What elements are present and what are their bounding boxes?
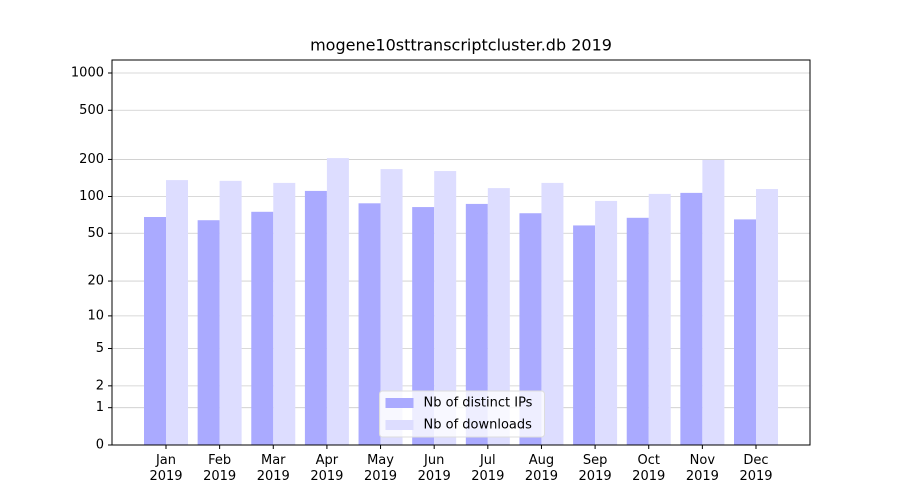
bar — [680, 192, 703, 445]
bar — [434, 171, 457, 445]
bar — [573, 225, 596, 445]
bar — [465, 203, 488, 445]
bar — [166, 180, 188, 445]
y-tick-label: 100 — [79, 189, 104, 204]
x-tick-label: Aug 2019 — [524, 453, 558, 484]
bar — [734, 219, 756, 445]
plot-frame — [111, 59, 811, 446]
bar — [219, 180, 242, 445]
x-tick-label: Nov 2019 — [685, 453, 719, 484]
bar — [595, 200, 618, 445]
x-tick-label: Mar 2019 — [256, 453, 290, 484]
y-tick-label: 10 — [87, 308, 104, 323]
legend: Nb of distinct IPs Nb of downloads — [379, 390, 545, 438]
bar — [756, 189, 778, 445]
y-tick-label: 1 — [96, 400, 104, 415]
x-tick-label: Dec 2019 — [739, 453, 773, 484]
x-tick-label: Apr 2019 — [310, 453, 344, 484]
x-tick-label: Sep 2019 — [578, 453, 612, 484]
bar — [326, 158, 349, 445]
x-tick-label: Jan 2019 — [149, 453, 183, 484]
y-tick-label: 50 — [87, 226, 104, 241]
bar — [304, 190, 327, 445]
x-tick-label: Jul 2019 — [471, 453, 505, 484]
bar — [487, 188, 510, 445]
legend-swatch — [385, 398, 414, 408]
bar — [541, 182, 564, 446]
bar — [197, 220, 220, 445]
bar — [702, 159, 725, 445]
y-tick-label: 500 — [79, 103, 104, 118]
bar — [412, 207, 435, 445]
bar — [648, 193, 671, 445]
y-tick-label: 5 — [96, 341, 104, 356]
legend-box — [379, 390, 545, 438]
y-tick-label: 0 — [96, 438, 104, 453]
y-tick-label: 20 — [87, 274, 104, 289]
y-tick-label: 1000 — [71, 65, 104, 80]
chart-title: mogene10sttranscriptcluster.db 2019 — [310, 36, 612, 55]
bar — [251, 211, 274, 445]
bar — [626, 217, 649, 445]
x-tick-label: May 2019 — [363, 453, 398, 484]
y-tick-label: 200 — [79, 152, 104, 167]
bar — [519, 213, 542, 445]
legend-label: Nb of distinct IPs — [424, 396, 533, 411]
legend-swatch — [385, 420, 414, 430]
x-tick-label: Jun 2019 — [417, 453, 451, 484]
bar — [144, 217, 166, 445]
x-tick-label: Oct 2019 — [632, 453, 666, 484]
bar — [273, 182, 296, 446]
y-tick-label: 2 — [96, 378, 104, 393]
legend-label: Nb of downloads — [424, 418, 533, 433]
bar — [358, 203, 381, 445]
bar — [380, 169, 403, 445]
x-tick-label: Feb 2019 — [203, 453, 237, 484]
